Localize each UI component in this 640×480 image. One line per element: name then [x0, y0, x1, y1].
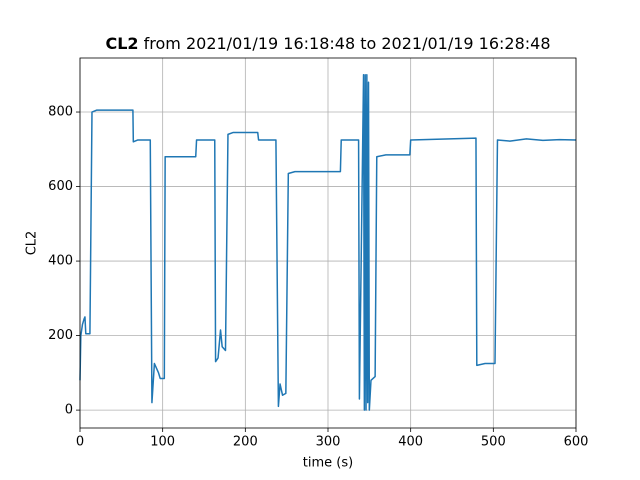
x-tick-label: 600 — [564, 435, 589, 450]
title-prefix: CL2 — [105, 34, 138, 53]
y-tick-label: 0 — [65, 403, 73, 418]
x-tick-label: 500 — [481, 435, 506, 450]
y-axis-label: CL2 — [25, 231, 40, 256]
y-tick-label: 600 — [48, 179, 73, 194]
data-line — [79, 74, 577, 411]
plot-frame — [79, 57, 577, 429]
y-tick-label: 200 — [48, 328, 73, 343]
title-text: from 2021/01/19 16:18:48 to 2021/01/19 1… — [144, 34, 551, 53]
y-tick-label: 400 — [48, 254, 73, 269]
x-tick-label: 100 — [150, 435, 175, 450]
y-tick-label: 800 — [48, 105, 73, 120]
chart-title: CL2 from 2021/01/19 16:18:48 to 2021/01/… — [105, 34, 550, 53]
x-tick-label: 200 — [233, 435, 258, 450]
x-axis-label: time (s) — [303, 456, 353, 471]
x-tick-label: 300 — [316, 435, 341, 450]
x-tick-label: 0 — [76, 435, 84, 450]
x-tick-label: 400 — [398, 435, 423, 450]
